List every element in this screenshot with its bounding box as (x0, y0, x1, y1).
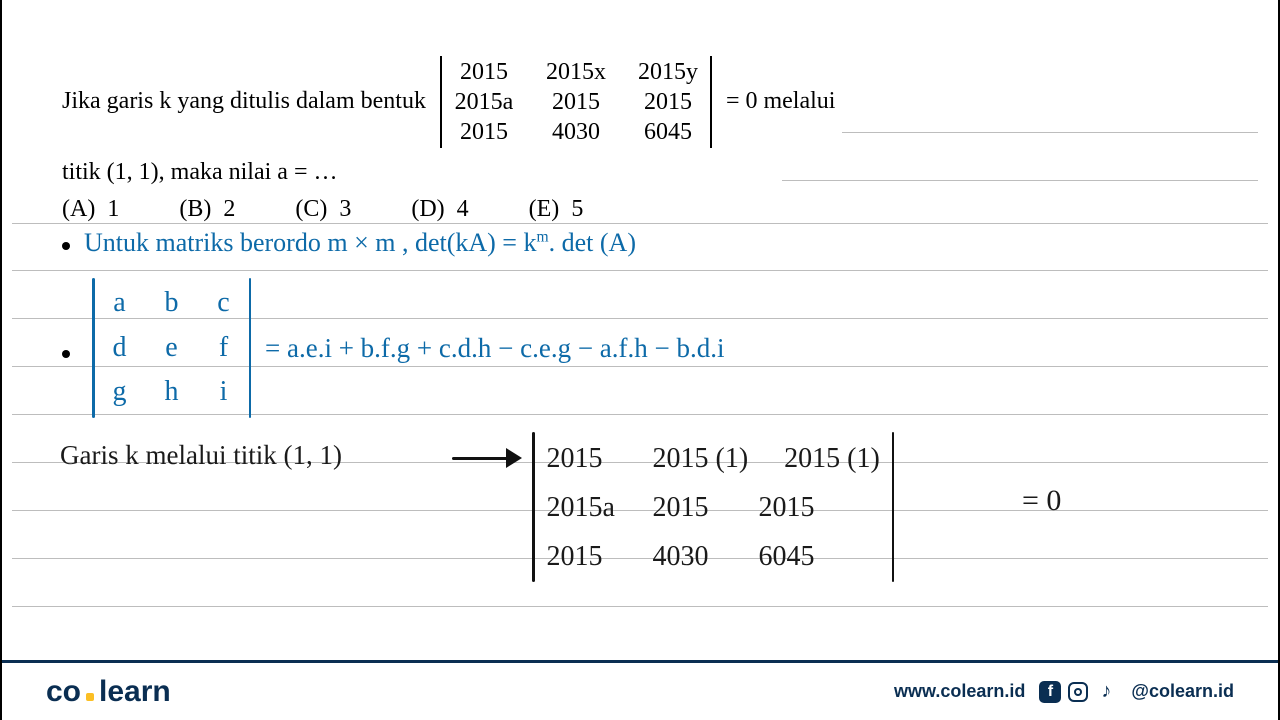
hw-rule1-suffix: . det (A) (549, 228, 636, 257)
footer-handle: @colearn.id (1131, 681, 1234, 702)
hw-rule-1: Untuk matriks berordo m × m , det(kA) = … (84, 228, 636, 258)
det-cell: e (161, 326, 183, 371)
det-cell: h (161, 370, 183, 415)
bullet-icon (62, 350, 70, 358)
determinant: 2015 2015x 2015y 2015a 2015 2015 2015 40… (440, 55, 712, 149)
det-row: 2015 4030 6045 (547, 532, 880, 581)
det-bar-left (532, 432, 535, 582)
det-cell: 2015 (542, 87, 610, 117)
option-d: (D) 4 (411, 194, 468, 225)
det-cell: 2015 (1) (653, 434, 749, 483)
det-cell: 4030 (542, 117, 610, 147)
hw-expansion: = a.e.i + b.f.g + c.d.h − c.e.g − a.f.h … (265, 333, 725, 364)
option-c: (C) 3 (295, 194, 351, 225)
det-cell: 2015 (1) (784, 434, 880, 483)
det-row: 2015a 2015 2015 (450, 87, 702, 117)
det-row: 2015a 2015 2015 (547, 483, 880, 532)
det-bar-right (249, 278, 252, 418)
det-row: 2015 2015 (1) 2015 (1) (547, 434, 880, 483)
det-cell: i (213, 370, 235, 415)
hw-det-block: a b c d e f g h i = a.e.i + b.f.g + c.d.… (92, 278, 725, 418)
det-bar-right (710, 56, 712, 148)
arrow-right-icon (452, 448, 522, 468)
det-row: 2015 4030 6045 (450, 117, 702, 147)
det-cell: 6045 (759, 532, 829, 581)
det-row: a b c (109, 281, 235, 326)
det-cell: 2015 (450, 57, 518, 87)
det-row: d e f (109, 326, 235, 371)
footer-right: www.colearn.id f ♪ @colearn.id (894, 681, 1234, 703)
arrow-head (506, 448, 522, 468)
social-icons: f ♪ (1039, 681, 1117, 703)
brand-logo: co learn (46, 675, 171, 709)
det-grid: 2015 2015x 2015y 2015a 2015 2015 2015 40… (442, 55, 710, 149)
det-cell: 2015 (634, 87, 702, 117)
question-line-1: Jika garis k yang ditulis dalam bentuk 2… (62, 55, 1218, 149)
det-cell: 2015 (547, 532, 617, 581)
det-cell: 2015 (653, 483, 723, 532)
footer-bar: co learn www.colearn.id f ♪ @colearn.id (2, 660, 1278, 720)
arrow-line (452, 457, 512, 460)
det-row: g h i (109, 370, 235, 415)
question-prefix: Jika garis k yang ditulis dalam bentuk (62, 86, 426, 117)
footer-url: www.colearn.id (894, 681, 1025, 702)
det-cell: d (109, 326, 131, 371)
det-bar-right (892, 432, 895, 582)
det-cell: 4030 (653, 532, 723, 581)
question-block: Jika garis k yang ditulis dalam bentuk 2… (62, 55, 1218, 225)
hw-rule1-sup: m (536, 228, 548, 245)
det-cell: 2015a (450, 87, 518, 117)
det-cell: 6045 (634, 117, 702, 147)
logo-learn: learn (99, 675, 171, 709)
tiktok-icon: ♪ (1095, 681, 1117, 703)
det-cell: 2015 (450, 117, 518, 147)
det-row: 2015 2015x 2015y (450, 57, 702, 87)
bullet-icon (62, 242, 70, 250)
logo-dot-icon (86, 693, 94, 701)
det-cell: c (213, 281, 235, 326)
options-row: (A) 1 (B) 2 (C) 3 (D) 4 (E) 5 (62, 194, 1218, 225)
hw-eq-zero: = 0 (1022, 484, 1061, 518)
option-e: (E) 5 (529, 194, 584, 225)
content-area: Jika garis k yang ditulis dalam bentuk 2… (2, 0, 1278, 640)
det-cell: 2015y (634, 57, 702, 87)
facebook-icon: f (1039, 681, 1061, 703)
det-cell: g (109, 370, 131, 415)
page: Jika garis k yang ditulis dalam bentuk 2… (0, 0, 1280, 720)
option-b: (B) 2 (179, 194, 235, 225)
det-cell: a (109, 281, 131, 326)
option-a: (A) 1 (62, 194, 119, 225)
hw-rule1-prefix: Untuk matriks berordo m × m , det(kA) = … (84, 228, 536, 257)
hw-garis-text: Garis k melalui titik (1, 1) (60, 440, 342, 471)
det-cell: 2015a (547, 483, 617, 532)
instagram-icon (1067, 681, 1089, 703)
det-bar-left (92, 278, 95, 418)
det-cell: 2015 (759, 483, 829, 532)
det-cell: 2015 (547, 434, 617, 483)
question-line-2: titik (1, 1), maka nilai a = … (62, 157, 1218, 188)
hw-det2-grid: 2015 2015 (1) 2015 (1) 2015a 2015 2015 2… (547, 434, 880, 581)
det-cell: b (161, 281, 183, 326)
question-suffix: = 0 melalui (726, 86, 836, 117)
det-cell: 2015x (542, 57, 610, 87)
hw-det2-block: 2015 2015 (1) 2015 (1) 2015a 2015 2015 2… (532, 432, 894, 582)
logo-co: co (46, 675, 81, 709)
det-cell: f (213, 326, 235, 371)
hw-det-grid: a b c d e f g h i (109, 281, 235, 415)
